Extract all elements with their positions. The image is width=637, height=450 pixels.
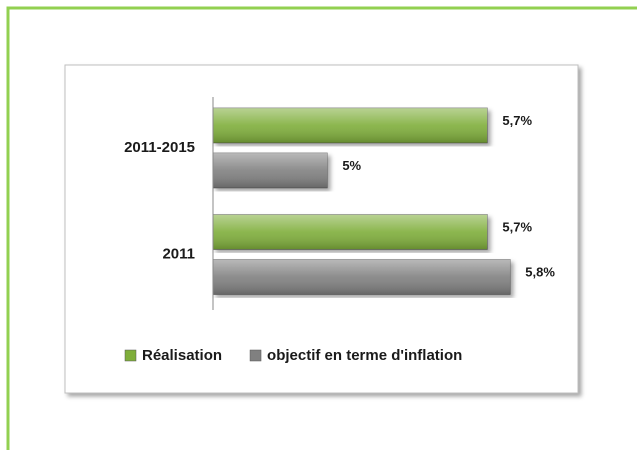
data-label: 5,8% — [525, 264, 555, 279]
legend-label: Réalisation — [142, 347, 222, 364]
frame — [6, 6, 637, 450]
legend-swatch — [124, 349, 137, 362]
plot: 2011-2015 5,7% 5% 2011 5,7% 5,8% Réalisation ob… — [124, 97, 555, 364]
data-label: 5% — [342, 158, 361, 173]
data-label: 5,7% — [502, 113, 532, 128]
bar-shine — [213, 108, 488, 143]
bar-shine — [213, 214, 488, 250]
data-label: 5,7% — [502, 219, 532, 234]
category-label: 2011-2015 — [124, 139, 195, 156]
legend-swatch — [249, 349, 262, 362]
bar-shine — [213, 153, 328, 188]
legend-label: objectif en terme d'inflation — [267, 347, 462, 364]
category-label: 2011 — [162, 245, 195, 262]
bar-shine — [213, 259, 511, 295]
